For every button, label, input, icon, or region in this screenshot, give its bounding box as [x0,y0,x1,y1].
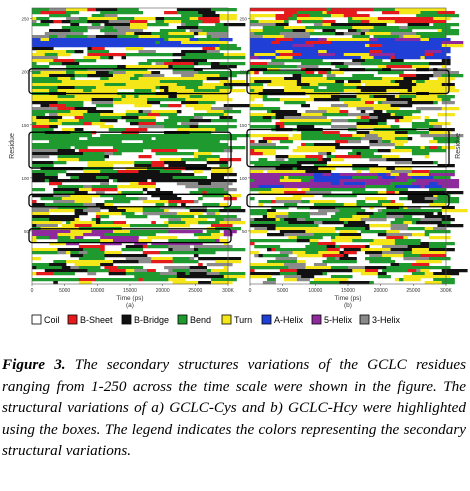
y-tick-label: 100 [21,176,29,181]
x-tick-label: 20000 [156,288,170,294]
x-axis-label: Time (ps) [116,295,143,302]
y-tick-label: 100 [239,176,247,181]
y-tick-label: 50 [24,229,30,234]
highlight-box [246,193,450,208]
legend-label: 3-Helix [372,315,401,325]
x-tick-label: 0 [249,288,252,294]
panel-b-plot: 50 100 150 200 250 0 5000 10000 15000 20000 25000 3… [239,7,468,309]
legend-label: Bend [190,315,211,325]
legend-swatch [359,314,370,325]
x-tick-label: 5000 [59,288,70,294]
x-tick-label: 25000 [188,288,202,294]
x-tick-label: 300K [222,288,234,294]
legend-label: Coil [44,315,60,325]
y-tick-label: 250 [21,17,29,22]
x-tick-label: 25000 [406,288,420,294]
y-tick-label: 50 [242,229,248,234]
highlight-box [28,131,232,169]
x-tick-label: 5000 [277,288,288,294]
y-tick-label: 200 [21,70,29,75]
legend-swatch [121,314,132,325]
legend-label: Turn [234,315,252,325]
y-axis-label: Residue [455,133,462,159]
x-axis-label: Time (ps) [334,295,361,302]
highlight-box [28,193,232,208]
y-axis-label: Residue [9,133,16,159]
secondary-structure-figure: 50 100 150 200 250 0 5000 10000 15000 20000 25000 3… [9,7,468,325]
y-tick-label: 150 [239,123,247,128]
legend-swatch [221,314,232,325]
x-tick-label: 15000 [123,288,137,294]
x-tick-label: 20000 [374,288,388,294]
y-tick-label: 250 [239,17,247,22]
x-tick-label: 10000 [90,288,104,294]
highlight-box [28,68,232,95]
highlight-box [28,228,232,244]
panel-label: (b) [344,302,352,309]
x-tick-label: 300K [440,288,452,294]
legend-label: B-Bridge [134,315,169,325]
highlight-box [246,128,450,168]
legend: Coil B-Sheet B-Bridge Bend Turn A-Helix 5-Heli… [31,314,401,325]
legend-swatch [67,314,78,325]
y-tick-label: 150 [21,123,29,128]
panel-label: (a) [126,302,134,309]
legend-swatch [261,314,272,325]
legend-swatch [31,314,42,325]
x-tick-label: 0 [31,288,34,294]
figure-caption: Figure 3. The secondary structures varia… [2,354,466,462]
legend-swatch [311,314,322,325]
legend-label: A-Helix [274,315,304,325]
x-tick-label: 15000 [341,288,355,294]
caption-label: Figure 3. [2,356,66,373]
highlight-box [246,69,450,95]
legend-label: B-Sheet [80,315,113,325]
y-tick-label: 200 [239,70,247,75]
panel-a-plot: 50 100 150 200 250 0 5000 10000 15000 20000 25000 3… [9,7,250,309]
legend-swatch [177,314,188,325]
caption-text: The secondary structures variations of t… [2,356,466,459]
legend-label: 5-Helix [324,315,353,325]
x-tick-label: 10000 [308,288,322,294]
